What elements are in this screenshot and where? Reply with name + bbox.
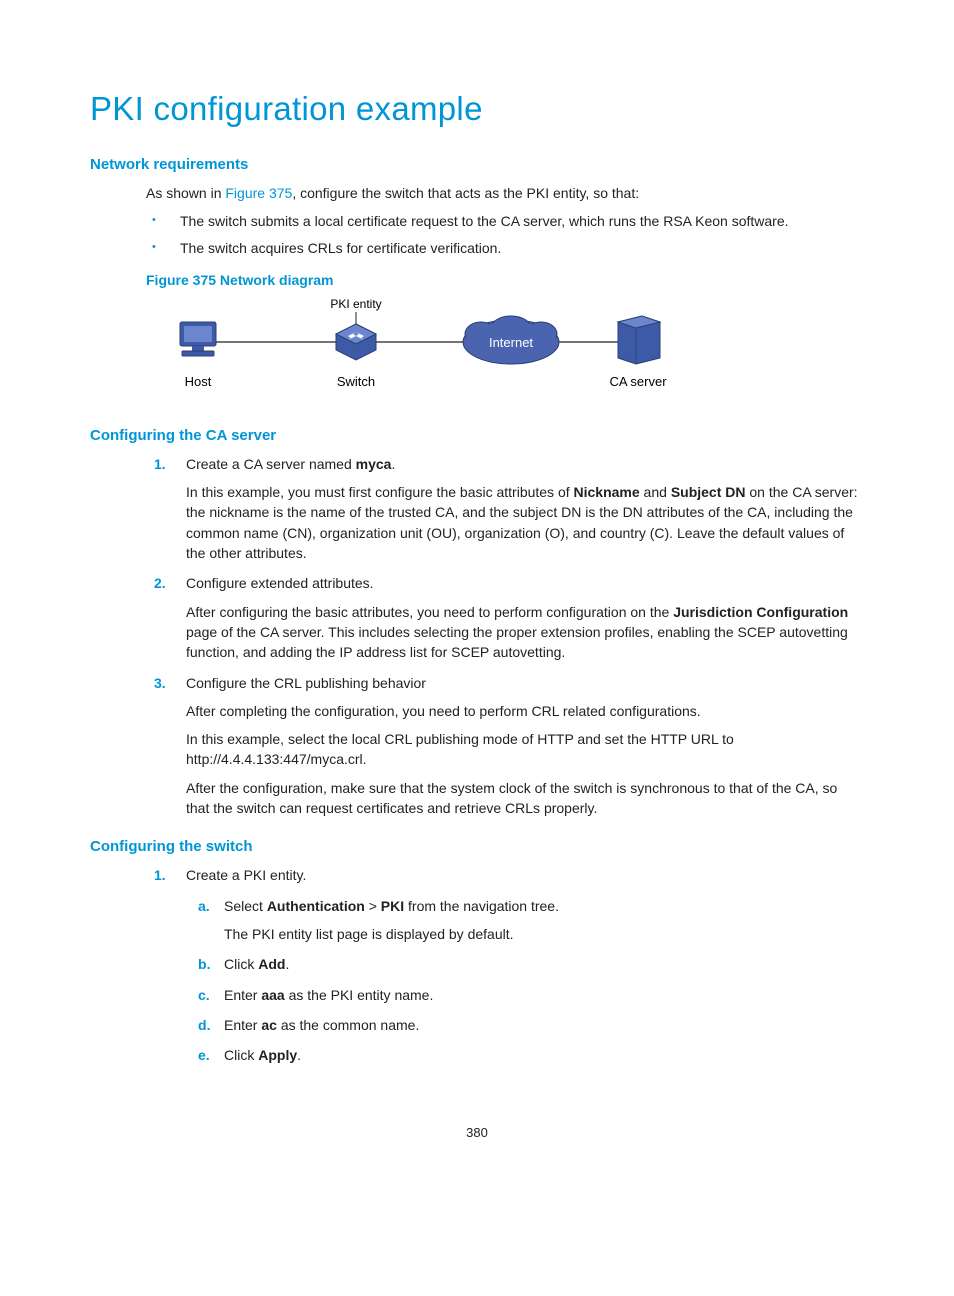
text-run: Select: [224, 898, 267, 914]
list-item: Click Apply.: [198, 1045, 864, 1065]
intro-paragraph: As shown in Figure 375, configure the sw…: [146, 183, 864, 203]
step-paragraph: The PKI entity list page is displayed by…: [224, 924, 864, 944]
text-run: .: [285, 956, 289, 972]
list-item: Click Add.: [198, 954, 864, 974]
text-run: and: [640, 484, 671, 500]
text-run: In this example, select the local CRL pu…: [186, 731, 734, 767]
text-run: as the common name.: [277, 1017, 419, 1033]
switch-steps: Create a PKI entity. Select Authenticati…: [146, 865, 864, 1065]
list-item: Configure extended attributes. After conf…: [146, 573, 864, 662]
host-label: Host: [185, 374, 212, 389]
text-run: Click: [224, 956, 258, 972]
switch-icon: [336, 324, 376, 360]
text-run: In this example, you must first configur…: [186, 484, 574, 500]
step-paragraph: After configuring the basic attributes, …: [186, 602, 864, 663]
list-item: Create a PKI entity. Select Authenticati…: [146, 865, 864, 1065]
list-item: Create a CA server named myca. In this ex…: [146, 454, 864, 563]
page-title: PKI configuration example: [90, 90, 864, 128]
step-paragraph: In this example, you must first configur…: [186, 482, 864, 563]
list-item: Enter ac as the common name.: [198, 1015, 864, 1035]
bold-text: ac: [261, 1017, 277, 1033]
heading-ca-server: Configuring the CA server: [90, 427, 864, 444]
figure-link[interactable]: Figure 375: [225, 185, 292, 201]
internet-label: Internet: [489, 335, 533, 350]
list-item: The switch submits a local certificate r…: [180, 211, 864, 231]
bold-text: myca: [356, 456, 392, 472]
bold-text: Apply: [258, 1047, 297, 1063]
text-run: After completing the configuration, you …: [186, 703, 701, 719]
internet-cloud-icon: Internet: [463, 316, 559, 364]
pki-entity-label: PKI entity: [330, 297, 381, 311]
intro-pre: As shown in: [146, 185, 225, 201]
step-title: Configure the CRL publishing behavior: [186, 675, 426, 691]
step-title: Configure extended attributes.: [186, 575, 374, 591]
bold-text: aaa: [261, 987, 284, 1003]
heading-switch: Configuring the switch: [90, 838, 864, 855]
step-paragraph: In this example, select the local CRL pu…: [186, 729, 864, 770]
bold-text: Jurisdiction Configuration: [673, 604, 848, 620]
list-item: The switch acquires CRLs for certificate…: [180, 238, 864, 258]
text-run: After configuring the basic attributes, …: [186, 604, 673, 620]
figure-caption: Figure 375 Network diagram: [146, 272, 864, 288]
bold-text: Add: [258, 956, 285, 972]
text-run: >: [365, 898, 381, 914]
list-item: Configure the CRL publishing behavior Aft…: [146, 673, 864, 819]
step-title: Create a CA server named myca.: [186, 456, 395, 472]
ca-server-label: CA server: [609, 374, 667, 389]
text-run: Enter: [224, 987, 261, 1003]
step-paragraph: After completing the configuration, you …: [186, 701, 864, 721]
bold-text: Subject DN: [671, 484, 746, 500]
page-number: 380: [90, 1125, 864, 1140]
switch-label: Switch: [337, 374, 375, 389]
text-run: After the configuration, make sure that …: [186, 780, 837, 816]
step-title: Create a PKI entity.: [186, 867, 306, 883]
text-run: page of the CA server. This includes sel…: [186, 624, 848, 660]
text-run: as the PKI entity name.: [285, 987, 434, 1003]
network-diagram: PKI entity Internet Host Switch CA serve…: [146, 294, 864, 407]
requirement-bullets: The switch submits a local certificate r…: [146, 211, 864, 258]
intro-post: , configure the switch that acts as the …: [292, 185, 639, 201]
bold-text: PKI: [381, 898, 404, 914]
bold-text: Nickname: [574, 484, 640, 500]
switch-substeps: Select Authentication > PKI from the nav…: [198, 896, 864, 1066]
bold-text: Authentication: [267, 898, 365, 914]
list-item: Select Authentication > PKI from the nav…: [198, 896, 864, 945]
list-item: Enter aaa as the PKI entity name.: [198, 985, 864, 1005]
text-run: .: [297, 1047, 301, 1063]
ca-server-icon: [618, 316, 660, 364]
text-run: from the navigation tree.: [404, 898, 559, 914]
step-paragraph: After the configuration, make sure that …: [186, 778, 864, 819]
text-run: Click: [224, 1047, 258, 1063]
ca-server-steps: Create a CA server named myca. In this ex…: [146, 454, 864, 818]
text-run: Enter: [224, 1017, 261, 1033]
host-icon: [180, 322, 216, 356]
heading-network-requirements: Network requirements: [90, 156, 864, 173]
